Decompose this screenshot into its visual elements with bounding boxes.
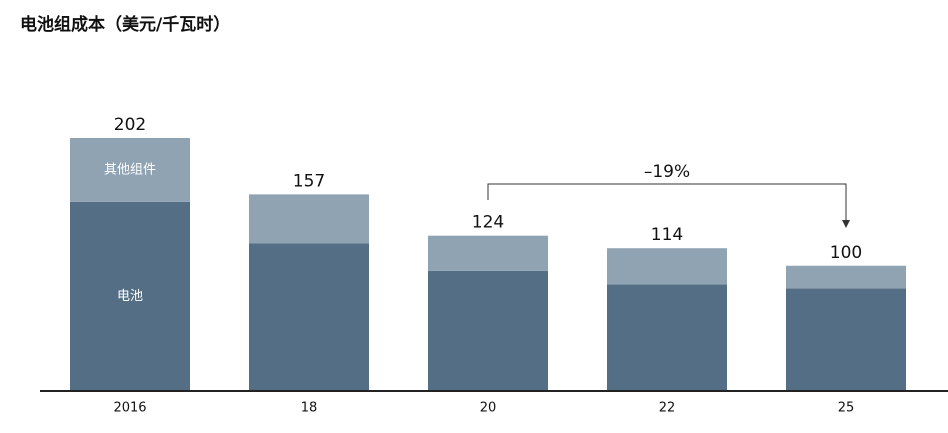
x-tick-label: 2016 (113, 401, 146, 416)
x-tick-label: 22 (659, 401, 676, 416)
bracket (487, 183, 847, 222)
segment-label: 电池 (117, 289, 143, 304)
total-label: 114 (651, 225, 683, 245)
arrow-head (842, 220, 850, 228)
total-label: 124 (472, 213, 504, 233)
bar-segment (607, 248, 727, 285)
bar-segment (70, 201, 190, 391)
total-label: 100 (830, 243, 862, 263)
bar-segment (70, 138, 190, 202)
segment-label: 其他组件 (104, 162, 156, 177)
bar-segment (249, 194, 369, 244)
x-tick-label: 20 (480, 401, 497, 416)
bar-segment (428, 235, 548, 271)
bar-segment (786, 265, 906, 289)
bar-segment (786, 288, 906, 391)
total-label: 202 (114, 115, 146, 135)
bar-segment (428, 270, 548, 391)
x-tick-label: 18 (301, 401, 318, 416)
x-tick-label: 25 (838, 401, 855, 416)
bar-segment (249, 243, 369, 391)
bar-segment (607, 284, 727, 391)
annotation: –19% (644, 162, 690, 182)
chart-title: 电池组成本（美元/千瓦时） (20, 14, 230, 35)
total-label: 157 (293, 171, 325, 191)
